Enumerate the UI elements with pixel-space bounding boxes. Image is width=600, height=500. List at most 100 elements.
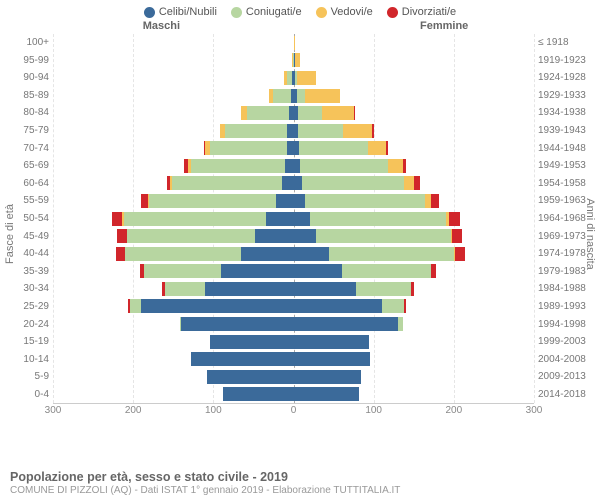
- segment: [294, 194, 305, 208]
- female-bar: [294, 89, 535, 103]
- male-bar: [53, 194, 294, 208]
- segment: [294, 387, 360, 401]
- segment: [329, 247, 454, 261]
- pyramid-row: [53, 104, 534, 122]
- female-bar: [294, 299, 535, 313]
- pyramid-row: [53, 386, 534, 404]
- segment: [221, 264, 293, 278]
- x-tick: 300: [526, 405, 543, 416]
- x-tick: 200: [445, 405, 462, 416]
- segment: [294, 352, 371, 366]
- age-label: 80-84: [8, 104, 49, 122]
- segment: [305, 89, 340, 103]
- pyramid-row: [53, 192, 534, 210]
- age-label: 35-39: [8, 263, 49, 281]
- female-bar: [294, 370, 535, 384]
- segment: [294, 247, 329, 261]
- segment: [282, 176, 293, 190]
- legend-label: Vedovi/e: [331, 6, 373, 18]
- x-axis: 3002001000100200300: [53, 405, 534, 419]
- male-bar: [53, 335, 294, 349]
- footer-title: Popolazione per età, sesso e stato civil…: [10, 470, 400, 484]
- male-bar: [53, 264, 294, 278]
- female-bar: [294, 335, 535, 349]
- segment: [294, 299, 382, 313]
- segment: [414, 176, 420, 190]
- birth-label: 2004-2008: [538, 351, 592, 369]
- segment: [342, 264, 432, 278]
- segment: [388, 159, 402, 173]
- age-label: 65-69: [8, 157, 49, 175]
- birth-label: 1994-1998: [538, 316, 592, 334]
- female-bar: [294, 229, 535, 243]
- segment: [295, 53, 300, 67]
- female-bar: [294, 352, 535, 366]
- segment: [241, 247, 294, 261]
- y-axis-title-right: Anni di nascita: [584, 198, 596, 270]
- pyramid-row: [53, 139, 534, 157]
- segment: [294, 370, 361, 384]
- age-label: 20-24: [8, 316, 49, 334]
- segment: [144, 264, 221, 278]
- segment: [398, 317, 403, 331]
- segment: [382, 299, 404, 313]
- segment: [223, 387, 294, 401]
- segment: [294, 176, 302, 190]
- birth-label: 1984-1988: [538, 280, 592, 298]
- pyramid-row: [53, 157, 534, 175]
- female-bar: [294, 282, 535, 296]
- segment: [354, 106, 356, 120]
- legend-swatch-divorced: [387, 7, 398, 18]
- segment: [205, 282, 293, 296]
- age-label: 15-19: [8, 333, 49, 351]
- male-bar: [53, 247, 294, 261]
- male-bar: [53, 106, 294, 120]
- segment: [255, 229, 293, 243]
- birth-label: 1999-2003: [538, 333, 592, 351]
- male-bar: [53, 53, 294, 67]
- segment: [276, 194, 294, 208]
- x-tick: 300: [45, 405, 62, 416]
- male-bar: [53, 159, 294, 173]
- male-bar: [53, 141, 294, 155]
- age-label: 25-29: [8, 298, 49, 316]
- segment: [207, 370, 294, 384]
- male-bar: [53, 282, 294, 296]
- legend-item-married: Coniugati/e: [231, 6, 302, 18]
- pyramid-row: [53, 245, 534, 263]
- female-bar: [294, 247, 535, 261]
- segment: [305, 194, 425, 208]
- birth-label: 1939-1943: [538, 122, 592, 140]
- legend-item-widowed: Vedovi/e: [316, 6, 373, 18]
- age-label: 85-89: [8, 87, 49, 105]
- segment: [191, 159, 286, 173]
- segment: [298, 124, 343, 138]
- male-bar: [53, 387, 294, 401]
- segment: [298, 106, 322, 120]
- male-bar: [53, 124, 294, 138]
- pyramid-row: [53, 350, 534, 368]
- footer-subtitle: COMUNE DI PIZZOLI (AQ) - Dati ISTAT 1° g…: [10, 485, 400, 496]
- birth-label: 2014-2018: [538, 386, 592, 404]
- segment: [294, 229, 316, 243]
- segment: [372, 124, 374, 138]
- segment: [455, 247, 465, 261]
- segment: [411, 282, 414, 296]
- segment: [125, 247, 240, 261]
- pyramid-row: [53, 263, 534, 281]
- segment: [310, 212, 446, 226]
- segment: [299, 141, 368, 155]
- female-bar: [294, 36, 535, 50]
- female-bar: [294, 212, 535, 226]
- segment: [294, 282, 357, 296]
- pyramid-row: [53, 298, 534, 316]
- age-label: 95-99: [8, 52, 49, 70]
- female-bar: [294, 176, 535, 190]
- segment: [124, 212, 267, 226]
- segment: [403, 159, 406, 173]
- pyramid-row: [53, 52, 534, 70]
- segment: [116, 247, 126, 261]
- pyramid-row: [53, 368, 534, 386]
- female-bar: [294, 387, 535, 401]
- male-header: Maschi: [8, 20, 300, 32]
